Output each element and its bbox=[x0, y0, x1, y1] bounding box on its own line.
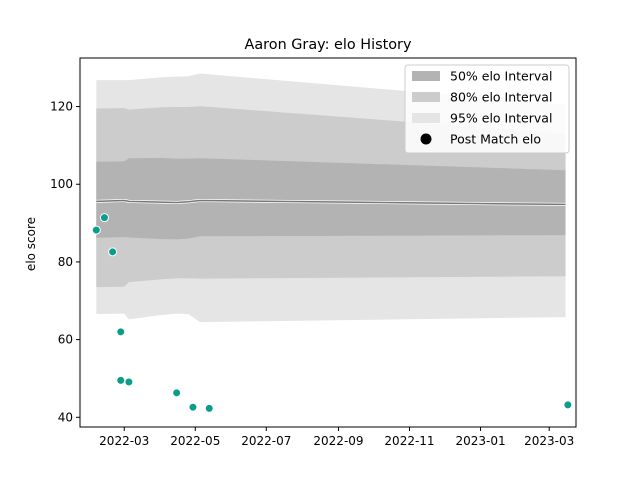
post-match-point bbox=[124, 377, 134, 387]
x-tick-label: 2022-05 bbox=[170, 434, 220, 448]
x-axis: 2022-03 2022-05 2022-07 2022-09 2022-11 2023-… bbox=[99, 427, 574, 448]
legend-marker bbox=[420, 133, 432, 145]
post-match-point bbox=[172, 388, 182, 398]
legend-swatch bbox=[412, 113, 440, 123]
post-match-point bbox=[116, 375, 126, 385]
x-tick-label: 2022-03 bbox=[99, 434, 149, 448]
post-match-point bbox=[188, 402, 198, 412]
mean-line-group bbox=[96, 199, 566, 206]
legend-box bbox=[404, 64, 570, 154]
legend-label: 50% elo Interval bbox=[450, 69, 552, 84]
y-tick-label: 100 bbox=[50, 177, 73, 191]
post-match-point bbox=[563, 400, 573, 410]
post-match-point bbox=[116, 327, 126, 337]
legend-label: 95% elo Interval bbox=[450, 111, 552, 126]
x-tick-label: 2022-11 bbox=[384, 434, 434, 448]
legend-label: 80% elo Interval bbox=[450, 90, 552, 105]
legend-swatch bbox=[412, 71, 440, 81]
post-match-point bbox=[99, 213, 109, 223]
x-tick-label: 2022-07 bbox=[241, 434, 291, 448]
post-match-point bbox=[91, 225, 101, 235]
x-tick-label: 2023-03 bbox=[524, 434, 574, 448]
post-match-points bbox=[91, 213, 573, 413]
legend-label: Post Match elo bbox=[450, 132, 541, 147]
legend-swatch bbox=[412, 92, 440, 102]
x-tick-label: 2023-01 bbox=[455, 434, 505, 448]
y-tick-label: 40 bbox=[58, 410, 73, 424]
post-match-point bbox=[204, 403, 214, 413]
plot-frame bbox=[79, 57, 577, 428]
x-tick-label: 2022-09 bbox=[313, 434, 363, 448]
y-axis-label: elo score bbox=[24, 217, 38, 271]
band50-area bbox=[96, 157, 566, 240]
chart-title: Aaron Gray: elo History bbox=[245, 37, 412, 53]
y-tick-label: 120 bbox=[50, 100, 73, 114]
y-tick-label: 80 bbox=[58, 255, 73, 269]
post-match-point bbox=[108, 247, 118, 257]
legend: 50% elo Interval 80% elo Interval 95% elo … bbox=[404, 64, 570, 154]
mean-elo-line bbox=[96, 199, 566, 206]
y-tick-label: 60 bbox=[58, 333, 73, 347]
y-axis: 40 60 80 100 120 bbox=[50, 100, 80, 424]
